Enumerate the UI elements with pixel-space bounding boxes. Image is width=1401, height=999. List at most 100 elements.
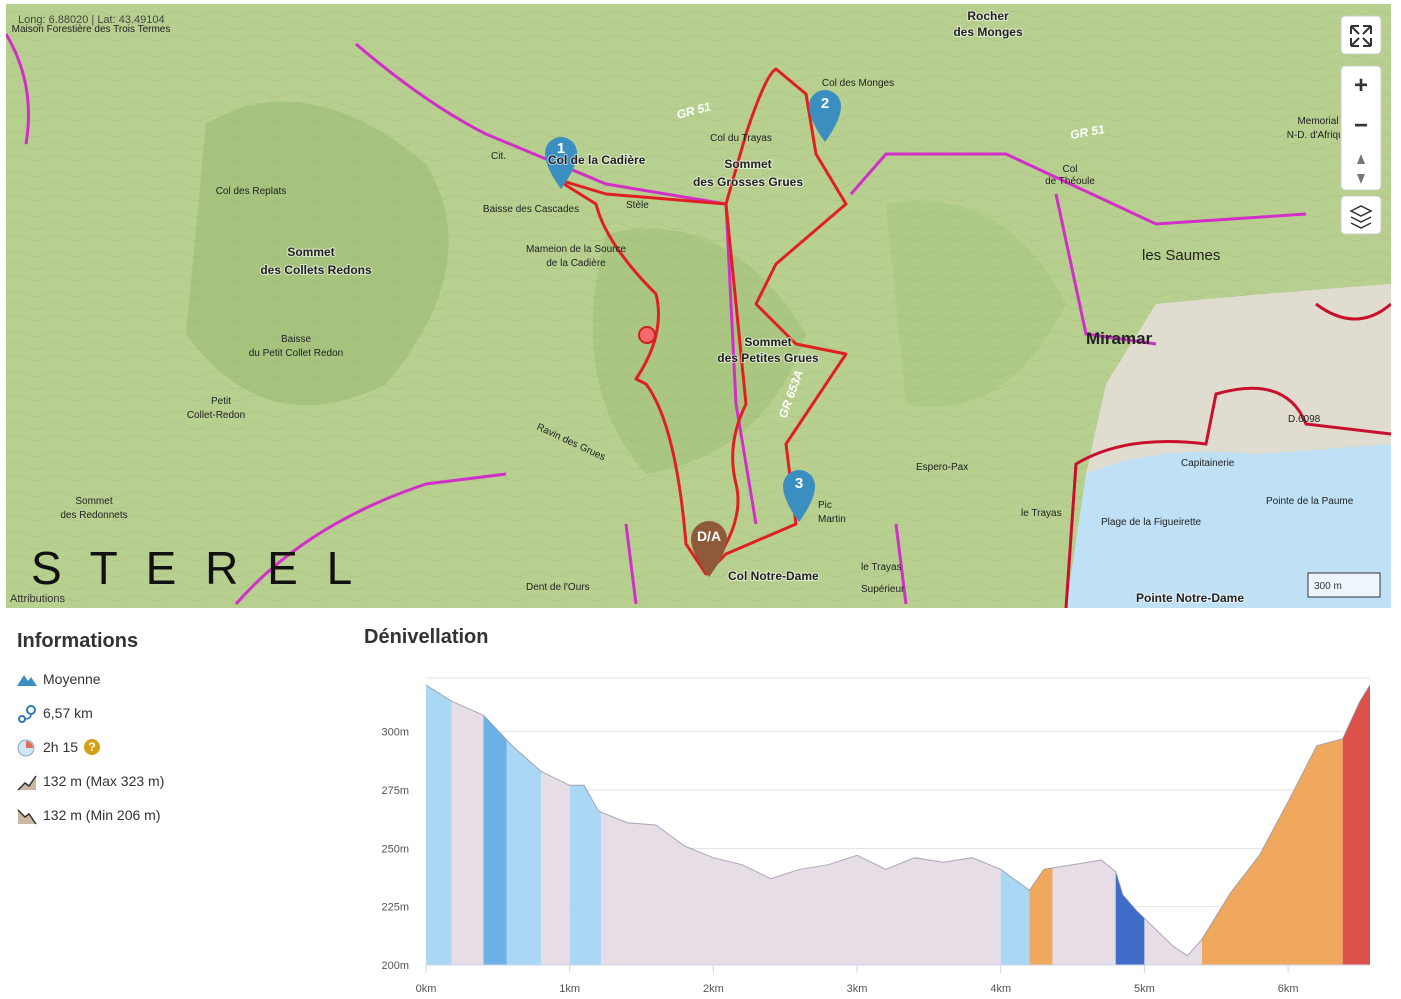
descent-icon: [17, 809, 37, 825]
place-label: les Saumes: [1142, 247, 1220, 264]
place-label: Col du Trayas: [710, 133, 772, 144]
layers-button[interactable]: [1340, 195, 1382, 235]
duration: 2h 15: [43, 739, 79, 755]
trail-label: GR 51: [1069, 122, 1106, 142]
place-label: Rocher: [967, 9, 1009, 23]
coordinates: Long: 6.88020 | Lat: 43.49104: [18, 14, 165, 26]
place-label: Sommet: [744, 335, 791, 349]
x-tick-label: 5km: [1134, 983, 1155, 995]
slope-band: [1201, 738, 1343, 965]
slope-band: [451, 701, 484, 965]
place-label: Espero-Pax: [916, 462, 968, 473]
map[interactable]: 1 2 3 D/A Maison Forestière des Trois Te…: [6, 4, 1391, 608]
place-label: Baisse: [281, 334, 311, 345]
difficulty-icon: [17, 675, 37, 686]
x-tick-label: 3km: [847, 983, 868, 995]
place-label: des Monges: [953, 25, 1023, 39]
place-label: le Trayas: [861, 562, 902, 573]
info-item: 2h 15?: [17, 739, 337, 773]
slope-band: [1000, 869, 1030, 965]
place-label: Pic: [818, 500, 832, 511]
place-label: Supérieur: [861, 584, 905, 595]
slope-band: [506, 739, 541, 965]
layers-icon: [1349, 205, 1373, 229]
place-label: du Petit Collet Redon: [249, 348, 344, 359]
sea: [1066, 444, 1391, 608]
marker-label: 2: [821, 95, 829, 112]
place-label: Memorial: [1297, 116, 1338, 127]
place-label: Sommet: [724, 157, 771, 171]
markers: 1 2 3 D/A: [545, 90, 841, 577]
info-item: Moyenne: [17, 671, 337, 705]
place-label: Sommet: [287, 245, 334, 259]
map-labels: Maison Forestière des Trois Termes Col d…: [12, 8, 1354, 606]
info-item: 6,57 km: [17, 705, 337, 739]
y-tick-label: 250m: [381, 843, 409, 855]
chart-title: Dénivellation: [364, 626, 488, 648]
ascent-icon: [17, 775, 37, 791]
marker[interactable]: [545, 137, 577, 189]
marker-label: 1: [557, 140, 565, 157]
place-label: Petit: [211, 396, 231, 407]
place-label: Pointe Notre-Dame: [1136, 591, 1244, 605]
place-label: Miramar: [1086, 329, 1153, 348]
info-title: Informations: [17, 630, 139, 652]
slope-band: [426, 685, 452, 965]
marker[interactable]: [783, 470, 815, 522]
place-label: Cit.: [491, 151, 506, 162]
x-tick-label: 2km: [703, 983, 724, 995]
x-tick-label: 4km: [990, 983, 1011, 995]
distance: 6,57 km: [43, 705, 93, 721]
place-label: Collet-Redon: [187, 410, 245, 421]
slope-band: [569, 785, 602, 965]
place-label: Col de la Cadière: [548, 153, 646, 167]
place-label: Plage de la Figueirette: [1101, 517, 1202, 528]
ascent: 132 m (Max 323 m): [43, 773, 165, 789]
place-label: Col Notre-Dame: [728, 569, 819, 583]
attributions[interactable]: Attributions: [10, 593, 66, 605]
distance-icon: [18, 705, 36, 723]
place-label: Col des Monges: [822, 78, 894, 89]
difficulty: Moyenne: [43, 671, 101, 687]
place-label: de Théoule: [1045, 176, 1095, 187]
slope-band: [1144, 918, 1202, 965]
place-label: Martin: [818, 514, 846, 525]
zoom-panel: [1340, 65, 1382, 191]
place-label: D.6098: [1288, 414, 1321, 425]
help-icon[interactable]: ?: [84, 739, 101, 755]
fullscreen-button[interactable]: [1340, 15, 1382, 55]
marker-label: 3: [795, 475, 803, 492]
place-label: N-D. d'Afrique: [1287, 130, 1350, 141]
place-label: Baisse des Cascades: [483, 204, 579, 215]
descent: 132 m (Min 206 m): [43, 807, 161, 823]
place-label: des Grosses Grues: [693, 175, 803, 189]
y-tick-label: 300m: [381, 727, 409, 739]
info-panel: Informations Moyenne 6,57 km 2h 15? 132 …: [17, 630, 337, 841]
x-tick-label: 1km: [559, 983, 580, 995]
place-label: Sommet: [75, 496, 112, 507]
marker-label: D/A: [697, 528, 721, 544]
marker[interactable]: [691, 521, 727, 577]
place-label: Col: [1062, 164, 1077, 175]
zoom-in[interactable]: +: [1354, 72, 1368, 99]
x-tick-label: 0km: [416, 983, 437, 995]
place-label: Dent de l'Ours: [526, 582, 590, 593]
map-controls: + −: [1340, 15, 1382, 235]
place-label: Pointe de la Paume: [1266, 496, 1354, 507]
y-tick-label: 200m: [381, 960, 409, 972]
scale-bar: [1307, 572, 1381, 598]
zoom-out[interactable]: −: [1354, 112, 1368, 139]
compass[interactable]: [1357, 154, 1365, 184]
place-label: des Redonnets: [60, 510, 127, 521]
profile-line: [425, 684, 1371, 957]
place-label: Stèle: [626, 200, 649, 211]
marker[interactable]: [809, 90, 841, 142]
info-item: 132 m (Min 206 m): [17, 807, 337, 841]
slope-band: [1342, 685, 1370, 965]
duration-icon: [17, 739, 35, 757]
place-label: de la Cadière: [546, 258, 606, 269]
elevation-chart: Dénivellation 200m 225m 250m 275m 300m 0km 1km…: [364, 626, 1371, 995]
slope-band: [1052, 860, 1116, 965]
place-label: le Trayas: [1021, 508, 1062, 519]
